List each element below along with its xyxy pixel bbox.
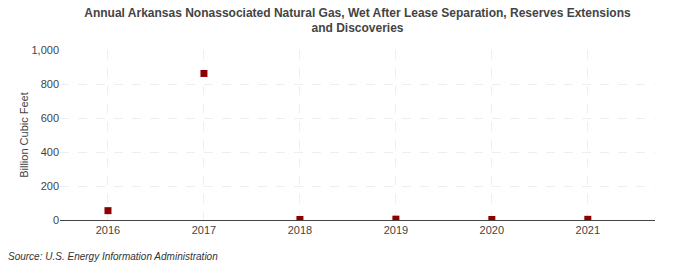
svg-text:2019: 2019	[384, 224, 408, 236]
svg-text:200: 200	[41, 180, 59, 192]
svg-text:1,000: 1,000	[31, 44, 59, 56]
svg-text:2016: 2016	[96, 224, 120, 236]
svg-text:2018: 2018	[288, 224, 312, 236]
svg-text:Source: U.S. Energy Informatio: Source: U.S. Energy Information Administ…	[8, 251, 218, 262]
svg-text:600: 600	[41, 112, 59, 124]
svg-text:2021: 2021	[576, 224, 600, 236]
svg-text:800: 800	[41, 78, 59, 90]
svg-text:2020: 2020	[480, 224, 504, 236]
svg-text:Billion Cubic Feet: Billion Cubic Feet	[18, 92, 30, 178]
svg-text:Annual Arkansas Nonassociated: Annual Arkansas Nonassociated Natural Ga…	[84, 6, 631, 36]
svg-text:400: 400	[41, 146, 59, 158]
svg-text:2017: 2017	[192, 224, 216, 236]
svg-text:0: 0	[53, 214, 59, 226]
